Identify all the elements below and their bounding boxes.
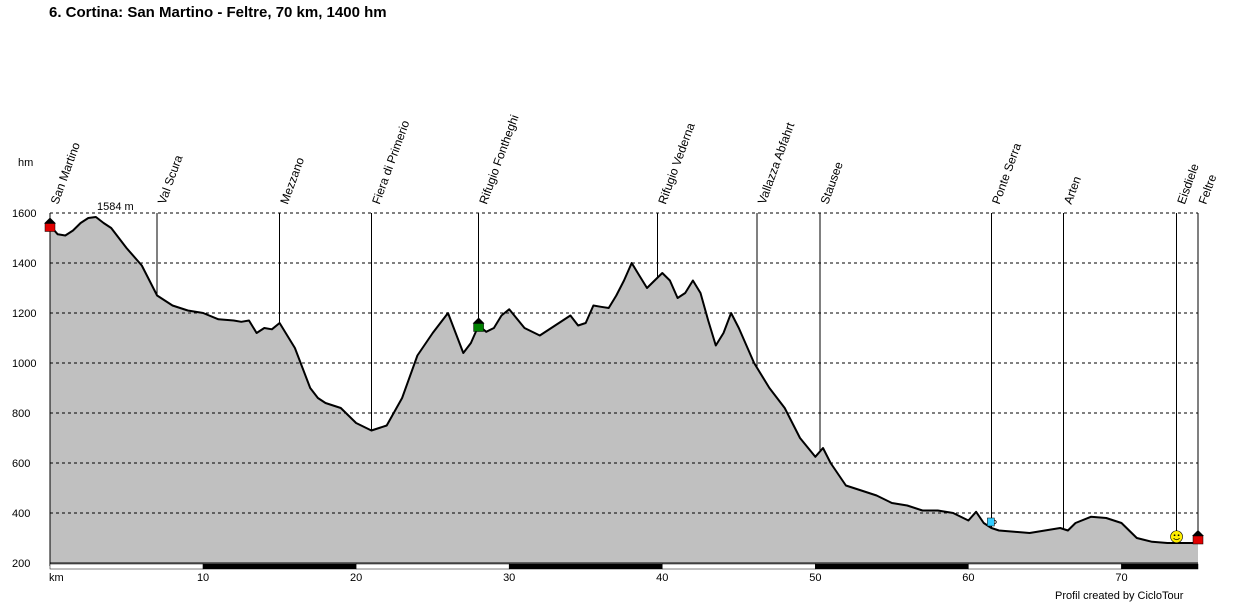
waypoint-label-4: Fiera di Primerio	[369, 118, 412, 206]
max-elevation-label: 1584 m	[97, 201, 134, 213]
smiley-eye-left	[1173, 534, 1176, 537]
waypoint-label-8: Stausee	[818, 160, 846, 206]
start-marker-body	[44, 223, 56, 232]
km-bar-segment-30	[508, 563, 663, 570]
y-tick-label-600: 600	[12, 458, 30, 470]
y-tick-label-1600: 1600	[12, 208, 36, 220]
y-tick-label-1000: 1000	[12, 358, 36, 370]
km-bar-segment-40	[662, 563, 816, 570]
hut-marker	[472, 317, 485, 332]
waypoint-label-2: Val Scura	[155, 153, 186, 206]
km-bar-segment-50	[815, 563, 969, 570]
elevation-area	[50, 217, 1198, 563]
waypoint-label-1: San Martino	[48, 140, 83, 206]
start-marker	[44, 217, 56, 232]
y-tick-label-800: 800	[12, 408, 30, 420]
km-bar-segment-70	[1121, 563, 1199, 570]
smiley-mouth	[1173, 537, 1180, 541]
y-axis-label: hm	[18, 157, 33, 169]
finish-marker-body	[1192, 535, 1204, 545]
x-tick-label-30: 30	[503, 572, 515, 584]
cafe-marker	[987, 517, 997, 527]
x-tick-label-50: 50	[809, 572, 821, 584]
km-bar-segment-10	[202, 563, 357, 570]
y-tick-label-400: 400	[12, 508, 30, 520]
y-tick-label-1200: 1200	[12, 308, 36, 320]
km-bar-segment-60	[968, 563, 1122, 570]
x-tick-label-60: 60	[962, 572, 974, 584]
x-tick-label-40: 40	[656, 572, 668, 584]
elevation-line	[49, 216, 1198, 544]
waypoint-label-6: Rifugio Vederna	[655, 121, 697, 206]
x-tick-label-10: 10	[197, 572, 209, 584]
credit-text: Profil created by CicloTour	[1055, 590, 1184, 602]
waypoint-label-3: Mezzano	[277, 155, 307, 206]
hut-marker-body	[473, 323, 484, 332]
y-tick-label-1400: 1400	[12, 258, 36, 270]
chart-title: 6. Cortina: San Martino - Feltre, 70 km,…	[49, 4, 387, 21]
waypoint-label-12: Feltre	[1196, 172, 1220, 206]
x-tick-label-70: 70	[1115, 572, 1127, 584]
x-axis-label: km	[49, 572, 64, 584]
waypoint-label-7: Vallazza Abfahrt	[755, 120, 798, 206]
finish-marker	[1192, 530, 1204, 545]
smiley-marker	[1170, 530, 1183, 544]
start-marker-roof	[44, 217, 56, 224]
y-tick-label-200: 200	[12, 558, 30, 570]
x-tick-label-20: 20	[350, 572, 362, 584]
cafe-cup-handle	[994, 519, 997, 525]
cafe-cup	[987, 517, 995, 527]
finish-marker-roof	[1192, 530, 1204, 536]
smiley-eye-right	[1177, 534, 1180, 537]
km-bar-segment-20	[355, 563, 510, 570]
waypoint-label-10: Arten	[1061, 174, 1084, 206]
km-bar-segment-0	[49, 563, 204, 570]
waypoint-label-9: Ponte Serra	[989, 141, 1024, 206]
smiley-face	[1170, 530, 1183, 544]
plot-area: 200 400 600 800 1000 1200 1400 1600 San Martino V…	[12, 113, 1219, 584]
waypoint-label-5: Rifugio Fontheghi	[476, 113, 521, 206]
hut-marker-roof	[472, 317, 485, 324]
